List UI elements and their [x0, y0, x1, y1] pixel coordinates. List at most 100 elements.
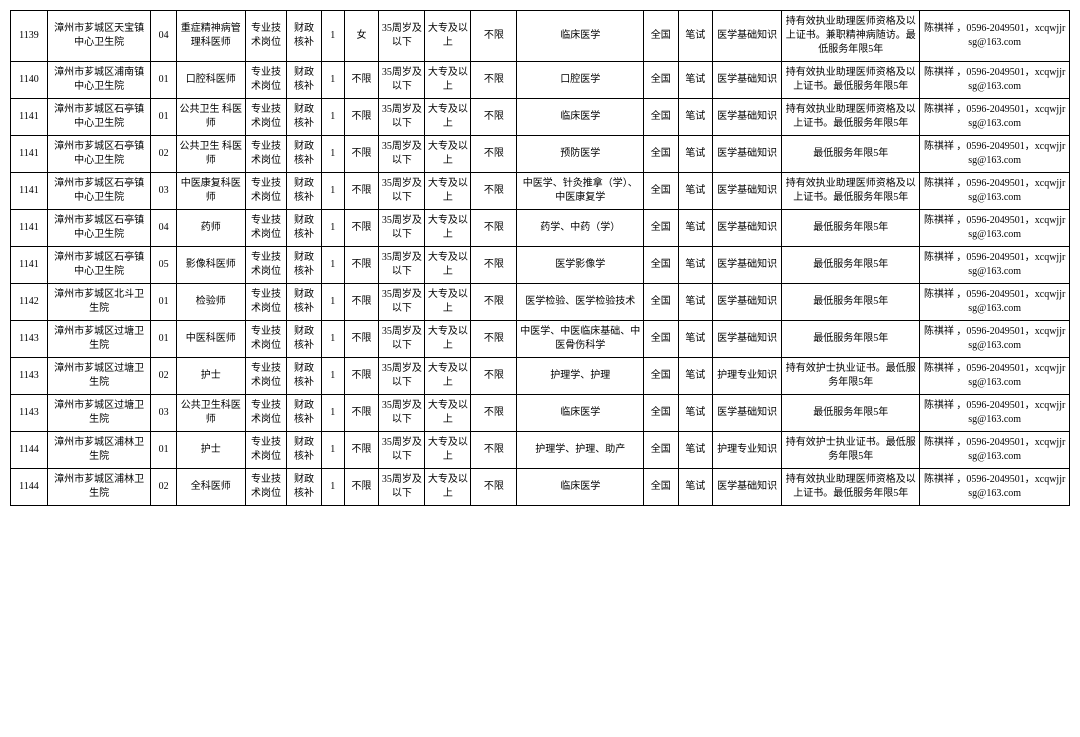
cell-remark: 最低服务年限5年 — [782, 210, 920, 247]
cell-exam: 笔试 — [678, 358, 713, 395]
cell-edu: 大专及以上 — [425, 11, 471, 62]
cell-position: 护士 — [176, 358, 245, 395]
cell-subject: 护理专业知识 — [713, 358, 782, 395]
cell-remark: 持有效护士执业证书。最低服务年限5年 — [782, 358, 920, 395]
cell-scope: 全国 — [644, 247, 679, 284]
cell-unit: 漳州市芗城区石亭镇中心卫生院 — [47, 99, 151, 136]
cell-fund: 财政核补 — [287, 432, 322, 469]
cell-scope: 全国 — [644, 11, 679, 62]
cell-position: 公共卫生 科医师 — [176, 136, 245, 173]
cell-unit: 漳州市芗城区石亭镇中心卫生院 — [47, 210, 151, 247]
cell-id: 1139 — [11, 11, 48, 62]
cell-subject: 医学基础知识 — [713, 321, 782, 358]
cell-code: 03 — [151, 173, 176, 210]
cell-position: 口腔科医师 — [176, 62, 245, 99]
cell-exam: 笔试 — [678, 173, 713, 210]
cell-major: 预防医学 — [517, 136, 644, 173]
cell-code: 01 — [151, 284, 176, 321]
cell-id: 1144 — [11, 432, 48, 469]
cell-scope: 全国 — [644, 469, 679, 506]
cell-exam: 笔试 — [678, 99, 713, 136]
cell-code: 04 — [151, 11, 176, 62]
cell-edu: 大专及以上 — [425, 395, 471, 432]
cell-gender: 不限 — [344, 395, 379, 432]
cell-age: 35周岁及以下 — [379, 99, 425, 136]
cell-position: 护士 — [176, 432, 245, 469]
cell-exam: 笔试 — [678, 62, 713, 99]
cell-unit: 漳州市芗城区过塘卫生院 — [47, 358, 151, 395]
cell-unit: 漳州市芗城区过塘卫生院 — [47, 321, 151, 358]
table-row: 1143漳州市芗城区过塘卫生院01中医科医师专业技术岗位财政核补1不限35周岁及… — [11, 321, 1070, 358]
cell-subject: 医学基础知识 — [713, 99, 782, 136]
cell-scope: 全国 — [644, 321, 679, 358]
cell-position: 中医康复科医师 — [176, 173, 245, 210]
cell-gender: 不限 — [344, 432, 379, 469]
cell-major: 护理学、护理 — [517, 358, 644, 395]
cell-gender: 不限 — [344, 358, 379, 395]
cell-edu: 大专及以上 — [425, 321, 471, 358]
cell-scope: 全国 — [644, 99, 679, 136]
cell-type: 专业技术岗位 — [245, 247, 286, 284]
cell-contact: 陈祺祥 ，0596-2049501，xcqwjjrsg@163.com — [920, 173, 1070, 210]
cell-degree: 不限 — [471, 321, 517, 358]
cell-scope: 全国 — [644, 173, 679, 210]
cell-unit: 漳州市芗城区石亭镇中心卫生院 — [47, 247, 151, 284]
cell-unit: 漳州市芗城区过塘卫生院 — [47, 395, 151, 432]
cell-count: 1 — [321, 99, 344, 136]
cell-fund: 财政核补 — [287, 210, 322, 247]
cell-contact: 陈祺祥 ，0596-2049501，xcqwjjrsg@163.com — [920, 358, 1070, 395]
cell-gender: 不限 — [344, 62, 379, 99]
cell-degree: 不限 — [471, 358, 517, 395]
cell-type: 专业技术岗位 — [245, 11, 286, 62]
cell-major: 口腔医学 — [517, 62, 644, 99]
cell-count: 1 — [321, 173, 344, 210]
cell-age: 35周岁及以下 — [379, 284, 425, 321]
cell-edu: 大专及以上 — [425, 210, 471, 247]
cell-remark: 持有效执业助理医师资格及以上证书。兼职精神病随访。最低服务年限5年 — [782, 11, 920, 62]
cell-major: 护理学、护理、助产 — [517, 432, 644, 469]
cell-gender: 不限 — [344, 321, 379, 358]
cell-type: 专业技术岗位 — [245, 136, 286, 173]
cell-major: 临床医学 — [517, 469, 644, 506]
cell-fund: 财政核补 — [287, 358, 322, 395]
table-row: 1144漳州市芗城区浦林卫生院02全科医师专业技术岗位财政核补1不限35周岁及以… — [11, 469, 1070, 506]
cell-degree: 不限 — [471, 247, 517, 284]
cell-fund: 财政核补 — [287, 62, 322, 99]
cell-type: 专业技术岗位 — [245, 99, 286, 136]
table-row: 1141漳州市芗城区石亭镇中心卫生院01公共卫生 科医师专业技术岗位财政核补1不… — [11, 99, 1070, 136]
cell-fund: 财政核补 — [287, 321, 322, 358]
cell-unit: 漳州市芗城区北斗卫生院 — [47, 284, 151, 321]
cell-contact: 陈祺祥 ，0596-2049501，xcqwjjrsg@163.com — [920, 321, 1070, 358]
cell-exam: 笔试 — [678, 247, 713, 284]
cell-gender: 不限 — [344, 469, 379, 506]
cell-gender: 不限 — [344, 173, 379, 210]
cell-contact: 陈祺祥 ，0596-2049501，xcqwjjrsg@163.com — [920, 284, 1070, 321]
cell-scope: 全国 — [644, 284, 679, 321]
cell-major: 临床医学 — [517, 395, 644, 432]
cell-type: 专业技术岗位 — [245, 321, 286, 358]
cell-unit: 漳州市芗城区天宝镇中心卫生院 — [47, 11, 151, 62]
cell-id: 1143 — [11, 395, 48, 432]
cell-gender: 不限 — [344, 247, 379, 284]
cell-major: 医学影像学 — [517, 247, 644, 284]
cell-count: 1 — [321, 395, 344, 432]
cell-type: 专业技术岗位 — [245, 358, 286, 395]
table-row: 1142漳州市芗城区北斗卫生院01检验师专业技术岗位财政核补1不限35周岁及以下… — [11, 284, 1070, 321]
cell-id: 1141 — [11, 210, 48, 247]
cell-fund: 财政核补 — [287, 469, 322, 506]
table-row: 1140漳州市芗城区浦南镇中心卫生院01口腔科医师专业技术岗位财政核补1不限35… — [11, 62, 1070, 99]
cell-edu: 大专及以上 — [425, 99, 471, 136]
cell-remark: 持有效执业助理医师资格及以上证书。最低服务年限5年 — [782, 469, 920, 506]
cell-gender: 不限 — [344, 99, 379, 136]
cell-remark: 最低服务年限5年 — [782, 395, 920, 432]
cell-unit: 漳州市芗城区浦林卫生院 — [47, 469, 151, 506]
cell-fund: 财政核补 — [287, 11, 322, 62]
cell-fund: 财政核补 — [287, 99, 322, 136]
cell-unit: 漳州市芗城区浦南镇中心卫生院 — [47, 62, 151, 99]
cell-gender: 女 — [344, 11, 379, 62]
cell-type: 专业技术岗位 — [245, 284, 286, 321]
cell-fund: 财政核补 — [287, 173, 322, 210]
cell-code: 01 — [151, 321, 176, 358]
cell-exam: 笔试 — [678, 210, 713, 247]
cell-position: 公共卫生科医师 — [176, 395, 245, 432]
